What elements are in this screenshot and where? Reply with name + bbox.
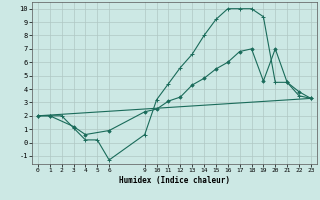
X-axis label: Humidex (Indice chaleur): Humidex (Indice chaleur): [119, 176, 230, 185]
